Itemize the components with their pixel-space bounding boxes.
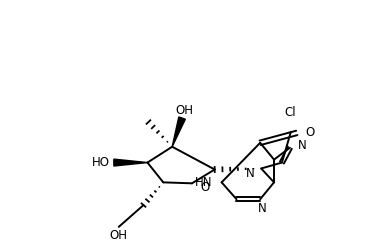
Text: O: O [306,126,315,139]
Text: O: O [201,181,210,194]
Text: N: N [298,139,307,152]
Text: HO: HO [92,156,110,169]
Text: N: N [258,201,267,215]
Text: OH: OH [110,229,128,242]
Polygon shape [172,117,185,147]
Text: N: N [245,167,254,180]
Text: HN: HN [195,176,213,189]
Text: Cl: Cl [284,106,296,119]
Polygon shape [114,159,147,166]
Text: OH: OH [175,104,193,117]
